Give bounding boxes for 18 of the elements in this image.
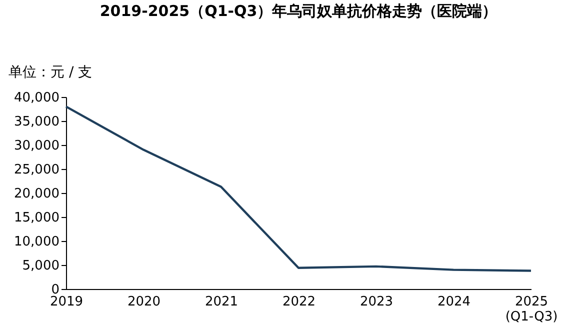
x-tick-label: 2022	[282, 294, 316, 310]
y-tick-label: 30,000	[14, 138, 60, 154]
y-tick-label: 20,000	[14, 186, 60, 202]
line-series	[64, 106, 532, 272]
y-tick-label: 5,000	[22, 258, 60, 274]
y-tick-label: 35,000	[14, 114, 60, 130]
y-tick-label: 10,000	[14, 234, 60, 250]
x-tick-label: 2024	[437, 294, 471, 310]
chart-title: 2019-2025（Q1-Q3）年乌司奴单抗价格走势（医院端）	[100, 2, 498, 20]
chart-subtitle: 单位：元 / 支	[8, 64, 92, 80]
x-tick-label: 2019	[50, 294, 84, 310]
x-tick-label: 2025 (Q1-Q3)	[505, 294, 558, 324]
y-tick-label: 25,000	[14, 162, 60, 178]
y-tick-label: 40,000	[14, 90, 60, 106]
y-tick-label: 15,000	[14, 210, 60, 226]
x-tick-label: 2020	[127, 294, 161, 310]
x-tick-label: 2023	[360, 294, 394, 310]
x-tick-label: 2021	[204, 294, 238, 310]
